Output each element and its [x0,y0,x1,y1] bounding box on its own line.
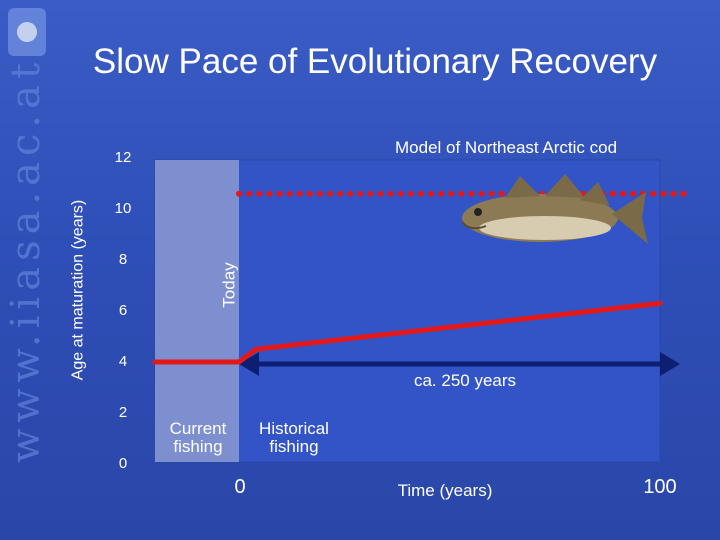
x-axis-label: Time (years) [397,481,493,500]
slide-title: Slow Pace of Evolutionary Recovery [92,42,658,81]
region-label-current: Current fishing [169,419,227,456]
y-tick-8: 8 [118,251,128,268]
region-label-historical: Historical fishing [259,419,329,456]
x-tick-0: 0 [234,476,246,498]
today-label: Today [220,262,239,308]
annotation-250-years: ca. 250 years [413,371,517,390]
time-arrow-head-right [660,352,680,376]
model-subtitle: Model of Northeast Arctic cod [395,138,618,157]
cod-fish-icon [461,174,648,244]
iiasa-logo [8,8,46,56]
y-tick-4: 4 [118,353,128,370]
y-tick-10: 10 [114,200,132,217]
y-tick-2: 2 [118,404,128,421]
series-recovery-line [152,300,663,365]
y-tick-12: 12 [114,149,132,166]
time-arrow-head-left [239,352,259,376]
current-fishing-band [155,160,239,462]
x-tick-100: 100 [643,476,677,498]
y-tick-6: 6 [118,302,128,319]
y-tick-0: 0 [118,455,128,472]
